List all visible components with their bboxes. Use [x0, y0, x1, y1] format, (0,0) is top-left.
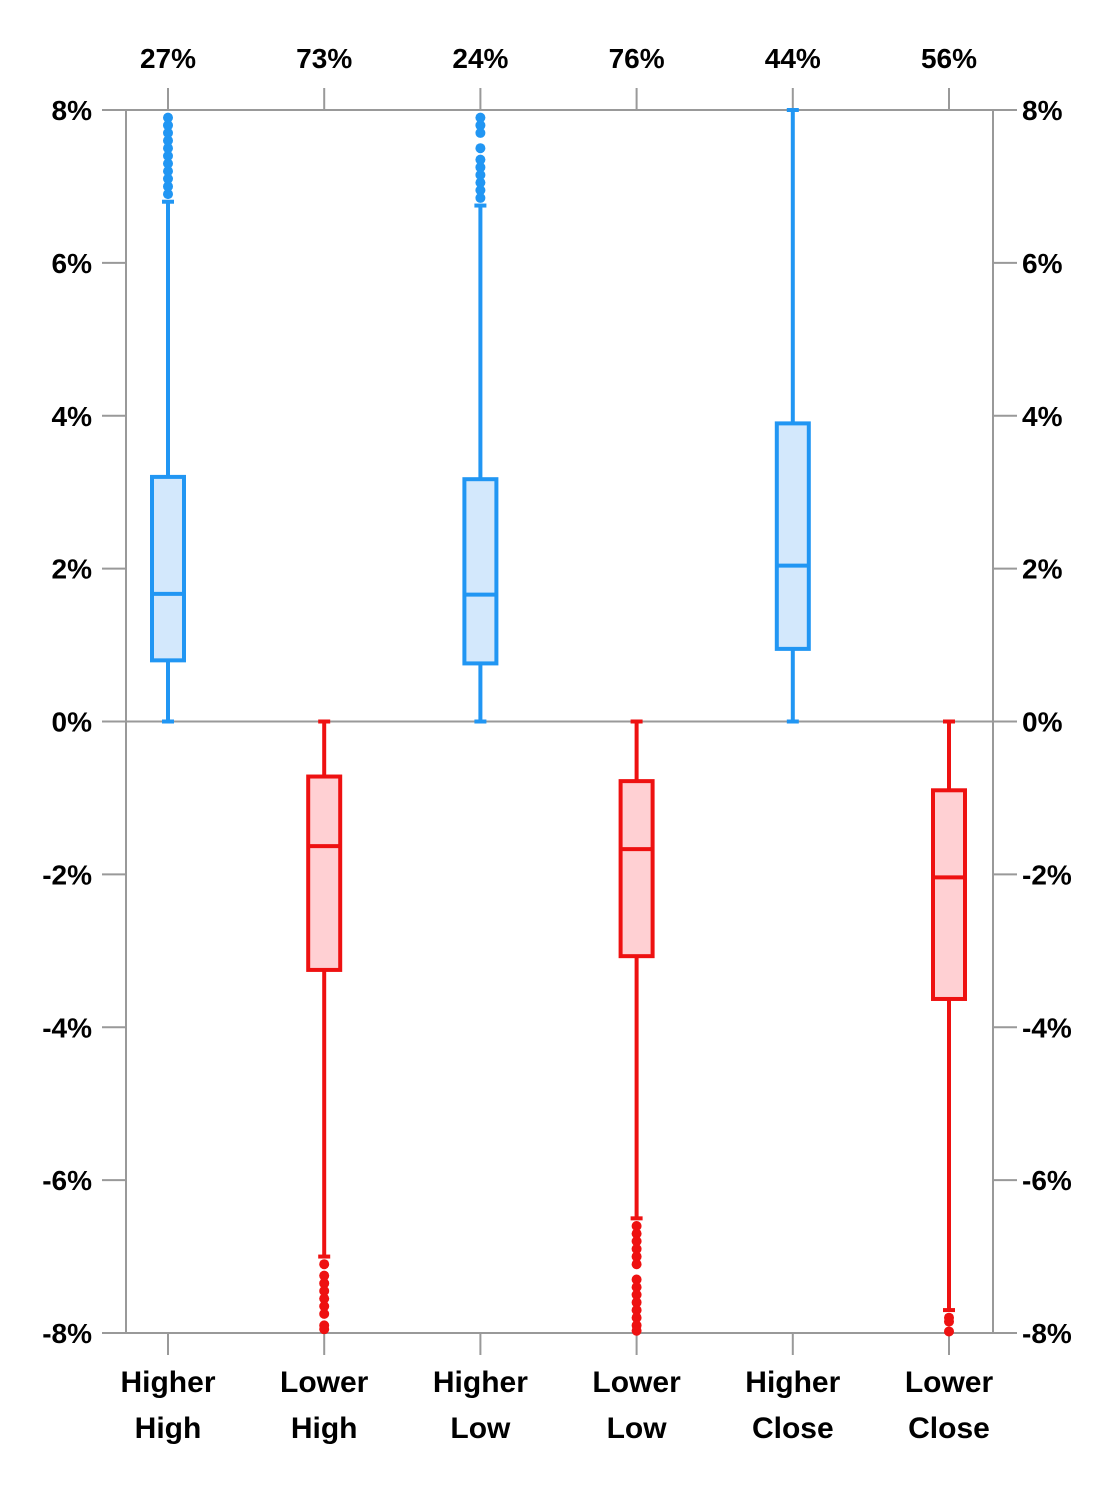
category-label-line2: Low	[450, 1412, 511, 1445]
category-share-label: 44%	[765, 43, 821, 74]
outlier-point	[631, 1243, 642, 1254]
outlier-point	[319, 1259, 330, 1270]
outlier-point	[475, 177, 486, 188]
y-tick-label-right: -6%	[1022, 1165, 1072, 1196]
outlier-point	[319, 1270, 330, 1281]
outlier-point	[475, 112, 486, 123]
category-label-line1: Higher	[433, 1366, 528, 1399]
outlier-point	[631, 1325, 642, 1336]
iqr-box	[931, 788, 967, 1001]
outlier-point	[163, 189, 173, 200]
labels: 8% 8% 6% 6% 4% 4% 2% 2% 0% 0% -2% -2% -4% -4% -6% -6% -8…	[42, 43, 1072, 1445]
outlier-point	[163, 173, 173, 184]
outlier-point	[475, 192, 486, 203]
outlier-point	[319, 1308, 330, 1319]
category-share-label: 56%	[921, 43, 977, 74]
y-tick-label-right: -4%	[1022, 1012, 1072, 1043]
category-label-line1: Higher	[745, 1366, 840, 1399]
y-tick-label-left: 6%	[52, 248, 93, 279]
category-share-label: 24%	[452, 43, 508, 74]
y-tick-label-left: 8%	[52, 95, 93, 126]
outlier-point	[163, 127, 173, 138]
category-label-line2: High	[291, 1412, 358, 1445]
outlier-point	[163, 150, 173, 161]
y-tick-label-right: 4%	[1022, 401, 1063, 432]
outlier-point	[475, 127, 486, 138]
y-tick-label-left: -2%	[42, 859, 92, 890]
y-tick-label-right: 6%	[1022, 248, 1063, 279]
category-label-line2: High	[135, 1412, 202, 1445]
outlier-point	[631, 1305, 642, 1316]
outlier-point	[163, 112, 173, 123]
iqr-box	[462, 477, 499, 666]
y-tick-label-left: -8%	[42, 1318, 92, 1349]
category-label-line1: Lower	[280, 1366, 369, 1399]
outlier-point	[319, 1278, 330, 1289]
outlier-point	[631, 1274, 642, 1285]
y-tick-label-left: 0%	[52, 707, 93, 738]
outlier-point	[319, 1293, 330, 1304]
y-tick-label-right: 0%	[1022, 707, 1063, 738]
iqr-box	[306, 774, 343, 972]
outlier-point	[631, 1282, 642, 1293]
category-label-line2: Close	[908, 1412, 990, 1445]
outlier-point	[163, 166, 173, 177]
category-label-line1: Higher	[120, 1366, 215, 1399]
outlier-point	[631, 1228, 642, 1239]
y-tick-label-right: 2%	[1022, 554, 1063, 585]
outlier-point	[163, 158, 173, 169]
y-tick-label-left: -4%	[42, 1012, 92, 1043]
outlier-point	[163, 181, 173, 192]
y-tick-label-left: -6%	[42, 1165, 92, 1196]
y-tick-label-right: -2%	[1022, 859, 1072, 890]
category-share-label: 73%	[296, 43, 352, 74]
outlier-point	[944, 1326, 954, 1337]
category-label-line2: Close	[752, 1412, 834, 1445]
axes	[102, 88, 1017, 1355]
y-tick-label-right: 8%	[1022, 95, 1063, 126]
outlier-point	[631, 1297, 642, 1308]
outlier-point	[944, 1316, 954, 1327]
outlier-point	[475, 162, 486, 173]
box-series	[150, 108, 967, 1337]
outlier-point	[163, 120, 173, 131]
outlier-point	[163, 143, 173, 154]
iqr-box	[618, 779, 655, 959]
outlier-point	[319, 1285, 330, 1296]
outlier-point	[319, 1324, 330, 1335]
category-label-line1: Lower	[905, 1366, 994, 1399]
y-tick-label-left: 4%	[52, 401, 93, 432]
y-tick-label-right: -8%	[1022, 1318, 1072, 1349]
category-share-label: 27%	[140, 43, 196, 74]
outlier-point	[475, 185, 486, 196]
category-label-line2: Low	[607, 1412, 668, 1445]
outlier-point	[631, 1289, 642, 1300]
outlier-point	[163, 135, 173, 146]
y-tick-label-left: 2%	[52, 554, 93, 585]
outlier-point	[631, 1259, 642, 1270]
outlier-point	[631, 1236, 642, 1247]
category-label-line1: Lower	[592, 1366, 681, 1399]
outlier-point	[475, 169, 486, 180]
outlier-point	[319, 1301, 330, 1312]
outlier-point	[631, 1312, 642, 1323]
outlier-point	[475, 143, 486, 154]
category-share-label: 76%	[609, 43, 665, 74]
outlier-point	[631, 1251, 642, 1262]
outlier-point	[631, 1220, 642, 1231]
iqr-box	[150, 474, 186, 663]
iqr-box	[774, 421, 811, 651]
outlier-point	[475, 120, 486, 131]
outlier-point	[475, 154, 486, 165]
